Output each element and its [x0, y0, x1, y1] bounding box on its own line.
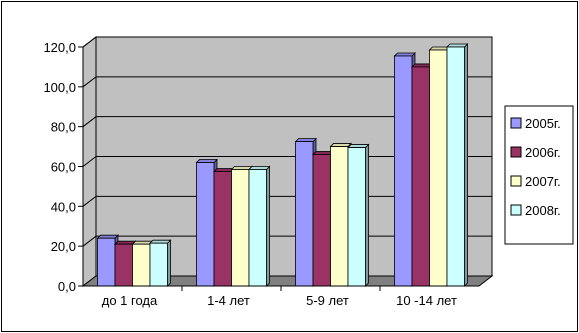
- bar-top-face: [329, 143, 352, 147]
- bar-top-face: [149, 239, 172, 244]
- bar-top-face: [96, 234, 119, 239]
- bar-front-face: [97, 237, 116, 287]
- x-tick-label: 10 -14 лет: [396, 293, 457, 308]
- gridline: [82, 76, 492, 88]
- y-tick-label: 40,0: [51, 199, 76, 214]
- legend-swatch: [510, 146, 522, 158]
- bar: [248, 165, 271, 287]
- legend-label: 2006г.: [525, 145, 561, 160]
- bar-side-face: [266, 165, 270, 287]
- bar-front-face: [196, 162, 215, 287]
- y-tick-label: 0,0: [58, 279, 76, 294]
- bar-front-face: [312, 154, 331, 287]
- bar-side-face: [365, 143, 369, 287]
- legend-swatch: [510, 204, 522, 216]
- bar-front-face: [295, 141, 314, 287]
- legend-label: 2007г.: [525, 174, 561, 189]
- y-tick-label: 20,0: [51, 239, 76, 254]
- bar-front-face: [446, 46, 465, 287]
- y-tick-label: 60,0: [51, 160, 76, 175]
- bar-front-face: [347, 147, 366, 287]
- bar-front-face: [330, 146, 349, 287]
- bar-side-face: [464, 43, 468, 287]
- bar: [149, 239, 172, 287]
- bar: [347, 143, 370, 287]
- bar-front-face: [231, 169, 250, 287]
- bar-top-face: [347, 144, 370, 148]
- legend-swatch: [510, 117, 522, 129]
- x-tick-label: 1-4 лет: [207, 293, 250, 308]
- x-tick-label: до 1 года: [102, 293, 158, 308]
- bar-side-face: [167, 239, 171, 287]
- bar-top-face: [393, 52, 416, 57]
- bar-front-face: [411, 66, 430, 287]
- y-tick-label: 120,0: [43, 40, 76, 55]
- gridline: [82, 36, 492, 48]
- legend-box: [504, 105, 574, 245]
- bar-top-face: [195, 159, 218, 163]
- x-tick-label: 5-9 лет: [306, 293, 349, 308]
- bar-front-face: [132, 243, 151, 287]
- bar-front-face: [429, 49, 448, 287]
- gridline: [82, 116, 492, 128]
- legend-label: 2008г.: [525, 203, 561, 218]
- bar-front-face: [394, 55, 413, 287]
- bar-front-face: [213, 171, 232, 287]
- legend-label: 2005г.: [525, 116, 561, 131]
- bar-front-face: [149, 242, 168, 287]
- bar-front-face: [248, 169, 267, 287]
- bar-top-face: [446, 43, 469, 48]
- bar: [446, 43, 469, 287]
- y-tick-label: 80,0: [51, 120, 76, 135]
- legend-swatch: [510, 175, 522, 187]
- bar-top-face: [294, 138, 317, 143]
- y-tick-label: 100,0: [43, 80, 76, 95]
- bar-top-face: [248, 166, 271, 170]
- bar-front-face: [114, 243, 133, 287]
